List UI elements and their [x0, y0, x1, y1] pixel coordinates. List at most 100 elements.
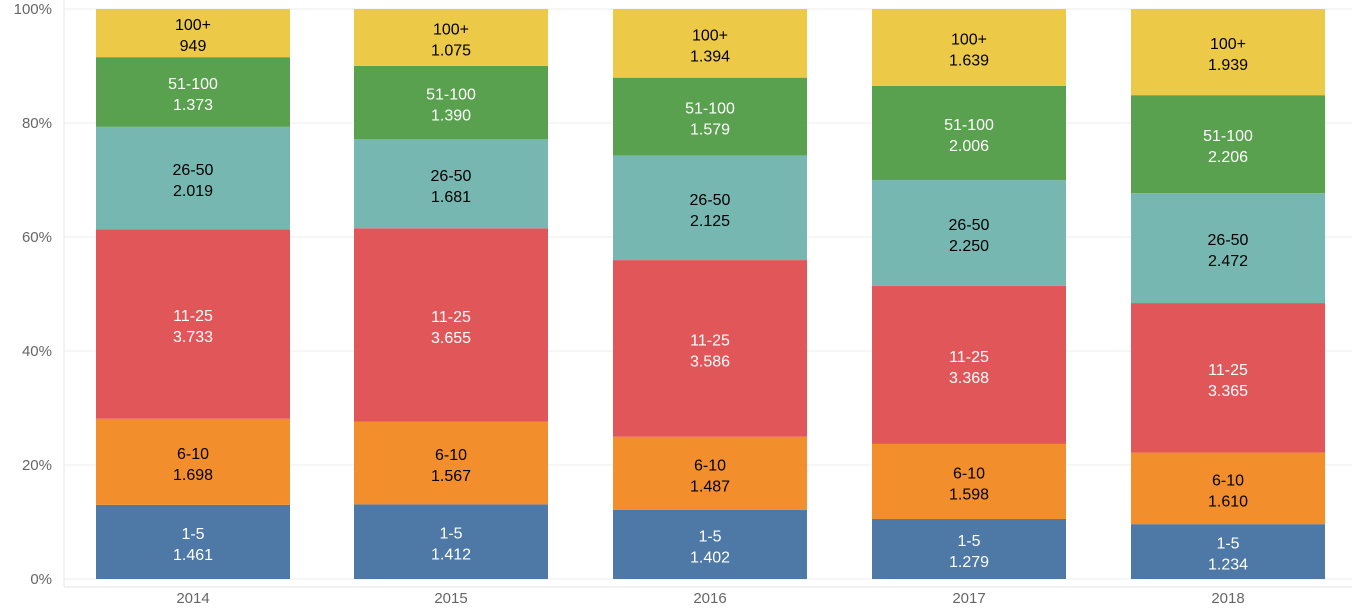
segment-value-label: 1.394 — [690, 48, 730, 65]
bar-2016: 1-5 1.402 6-10 1.487 11-25 3.586 26-50 2.125 51-… — [613, 9, 807, 579]
bar-2015: 1-5 1.412 6-10 1.567 11-25 3.655 26-50 1.681 51-… — [354, 9, 548, 579]
segment-value-label: 3.655 — [431, 330, 471, 347]
y-tick-label: 60% — [22, 229, 52, 246]
segment-name-label: 26-50 — [690, 192, 731, 209]
segment-value-label: 1.939 — [1208, 57, 1248, 74]
segment-value-label: 1.390 — [431, 108, 471, 125]
bar-segment-11-25 — [613, 260, 807, 437]
bar-segment-51-100 — [1131, 95, 1325, 194]
bar-2014: 1-5 1.461 6-10 1.698 11-25 3.733 26-50 2.019 51-… — [96, 9, 290, 579]
x-axis: 2014 2015 2016 2017 2018 — [64, 586, 1352, 607]
segment-value-label: 1.402 — [690, 549, 730, 566]
bar-segment-51-100 — [354, 65, 548, 140]
segment-value-label: 3.733 — [173, 329, 213, 346]
segment-value-label: 949 — [180, 38, 207, 55]
segment-name-label: 1-5 — [181, 526, 204, 543]
bar-2018: 1-5 1.234 6-10 1.610 11-25 3.365 26-50 2.472 51-… — [1131, 9, 1325, 579]
segment-value-label: 3.365 — [1208, 383, 1248, 400]
segment-value-label: 1.075 — [431, 42, 471, 59]
segment-value-label: 2.125 — [690, 213, 730, 230]
bar-segment-1-5 — [354, 504, 548, 579]
bar-segment-26-50 — [96, 126, 290, 230]
segment-name-label: 6-10 — [694, 457, 726, 474]
bar-2017: 1-5 1.279 6-10 1.598 11-25 3.368 26-50 2.250 51-… — [872, 9, 1066, 579]
segment-name-label: 1-5 — [1216, 536, 1239, 553]
segment-value-label: 2.006 — [949, 138, 989, 155]
x-tick-label: 2017 — [952, 590, 985, 607]
segment-name-label: 51-100 — [1203, 128, 1253, 145]
bar-segment-26-50 — [613, 155, 807, 261]
y-tick-label: 0% — [30, 571, 52, 588]
bar-segment-11-25 — [1131, 303, 1325, 453]
x-tick-label: 2016 — [693, 590, 726, 607]
segment-name-label: 1-5 — [439, 526, 462, 543]
segment-value-label: 3.586 — [690, 353, 730, 370]
bar-segment-1-5 — [613, 509, 807, 579]
segment-value-label: 3.368 — [949, 370, 989, 387]
bar-segment-11-25 — [96, 229, 290, 419]
segment-name-label: 100+ — [175, 17, 211, 34]
segment-value-label: 1.610 — [1208, 493, 1248, 510]
segment-name-label: 11-25 — [949, 349, 989, 366]
bar-segment-1-5 — [872, 518, 1066, 579]
segment-name-label: 6-10 — [177, 446, 209, 463]
segment-value-label: 1.567 — [431, 468, 471, 485]
bar-segment-100+ — [613, 9, 807, 78]
bar-segment-26-50 — [354, 139, 548, 229]
bar-segment-6-10 — [1131, 452, 1325, 525]
segment-name-label: 100+ — [1210, 36, 1246, 53]
segment-name-label: 26-50 — [431, 168, 472, 185]
y-axis: 0% 20% 40% 60% 80% 100% — [14, 0, 65, 588]
bar-segment-6-10 — [872, 443, 1066, 519]
y-tick-label: 40% — [22, 343, 52, 360]
segment-name-label: 51-100 — [426, 87, 476, 104]
bar-segment-11-25 — [872, 285, 1066, 444]
segment-value-label: 1.234 — [1208, 557, 1248, 574]
segment-value-label: 1.598 — [949, 486, 989, 503]
segment-name-label: 51-100 — [685, 101, 735, 118]
segment-name-label: 11-25 — [173, 308, 213, 325]
segment-value-label: 2.019 — [173, 183, 213, 200]
bar-segment-6-10 — [354, 421, 548, 505]
bar-segment-100+ — [96, 9, 290, 58]
bar-segment-6-10 — [96, 418, 290, 505]
segment-value-label: 1.639 — [949, 52, 989, 69]
segment-value-label: 2.206 — [1208, 149, 1248, 166]
segment-name-label: 11-25 — [690, 332, 730, 349]
segment-value-label: 1.698 — [173, 467, 213, 484]
bar-segment-26-50 — [872, 180, 1066, 286]
segment-value-label: 2.250 — [949, 238, 989, 255]
segment-name-label: 26-50 — [1208, 232, 1249, 249]
segment-name-label: 100+ — [951, 31, 987, 48]
segment-value-label: 1.279 — [949, 554, 989, 571]
segment-value-label: 1.412 — [431, 547, 471, 564]
segment-value-label: 1.681 — [431, 189, 471, 206]
segment-value-label: 1.461 — [173, 547, 213, 564]
bar-segment-1-5 — [96, 504, 290, 579]
bar-segment-51-100 — [96, 57, 290, 127]
bar-segment-51-100 — [613, 77, 807, 156]
y-tick-label: 100% — [14, 1, 52, 18]
segment-name-label: 26-50 — [173, 162, 214, 179]
x-tick-label: 2015 — [434, 590, 467, 607]
segment-name-label: 1-5 — [957, 533, 980, 550]
segment-value-label: 2.472 — [1208, 253, 1248, 270]
segment-value-label: 1.487 — [690, 478, 730, 495]
segment-name-label: 6-10 — [1212, 472, 1244, 489]
segment-name-label: 26-50 — [949, 217, 990, 234]
segment-name-label: 11-25 — [1208, 362, 1248, 379]
segment-value-label: 1.579 — [690, 122, 730, 139]
bar-segment-100+ — [872, 9, 1066, 86]
bar-segment-1-5 — [1131, 524, 1325, 579]
bar-segment-6-10 — [613, 436, 807, 510]
segment-name-label: 6-10 — [953, 465, 985, 482]
segment-name-label: 1-5 — [698, 528, 721, 545]
segment-value-label: 1.373 — [173, 97, 213, 114]
y-tick-label: 20% — [22, 457, 52, 474]
segment-name-label: 6-10 — [435, 447, 467, 464]
bar-segment-11-25 — [354, 228, 548, 422]
segment-name-label: 11-25 — [431, 309, 471, 326]
bar-segment-100+ — [354, 9, 548, 66]
bars: 1-5 1.461 6-10 1.698 11-25 3.733 26-50 2.019 51-… — [96, 9, 1325, 579]
